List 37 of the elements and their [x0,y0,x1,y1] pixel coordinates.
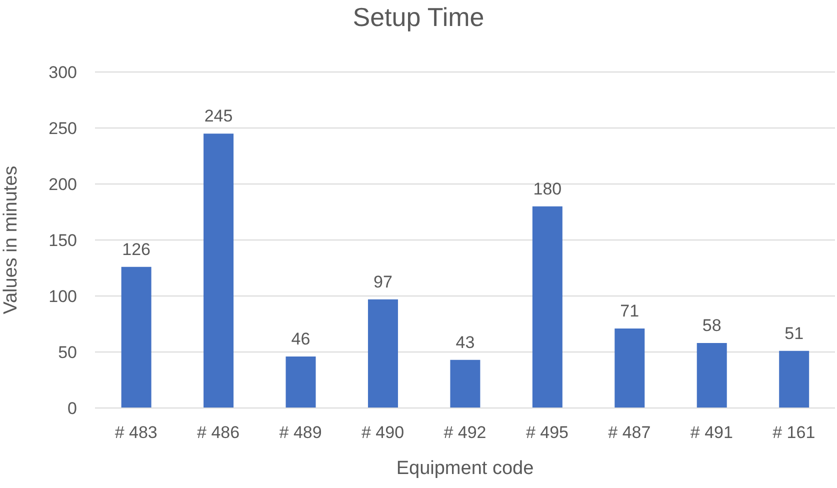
data-label: 126 [122,240,150,259]
data-label: 58 [702,316,722,336]
data-label: 71 [620,301,640,320]
y-tick-label: 250 [48,119,77,138]
x-tick-label: # 486 [197,423,240,442]
x-axis-title: Equipment code [396,458,534,479]
data-label: 43 [456,332,475,352]
y-tick-label: 50 [58,343,77,362]
bar [121,266,152,408]
x-tick-label: # 490 [362,423,404,442]
y-axis-title: Values in minutes [0,166,22,314]
y-tick-label: 150 [48,231,77,250]
bar [614,328,645,408]
bar [450,360,480,408]
y-tick-label: 200 [48,175,77,194]
x-tick-label: # 489 [279,423,322,442]
bar [368,299,398,408]
bar [696,343,727,408]
x-tick-label: # 495 [526,423,568,442]
bar [204,134,234,408]
data-label: 46 [291,329,310,348]
data-label: 97 [374,272,392,292]
data-label: 180 [533,179,562,198]
y-tick-label: 300 [48,63,77,82]
y-tick-label: 0 [68,399,77,418]
x-tick-label: # 487 [608,423,651,442]
y-tick-label: 100 [48,287,77,306]
data-label: 245 [204,106,233,126]
bar [532,206,562,408]
x-tick-label: # 491 [690,423,733,442]
bar [286,356,316,408]
chart-title: Setup Time [352,2,486,33]
bar [779,350,810,408]
x-tick-label: # 483 [114,423,158,442]
data-label: 51 [784,324,804,343]
x-tick-label: # 492 [444,423,486,442]
x-tick-label: # 161 [772,423,816,442]
